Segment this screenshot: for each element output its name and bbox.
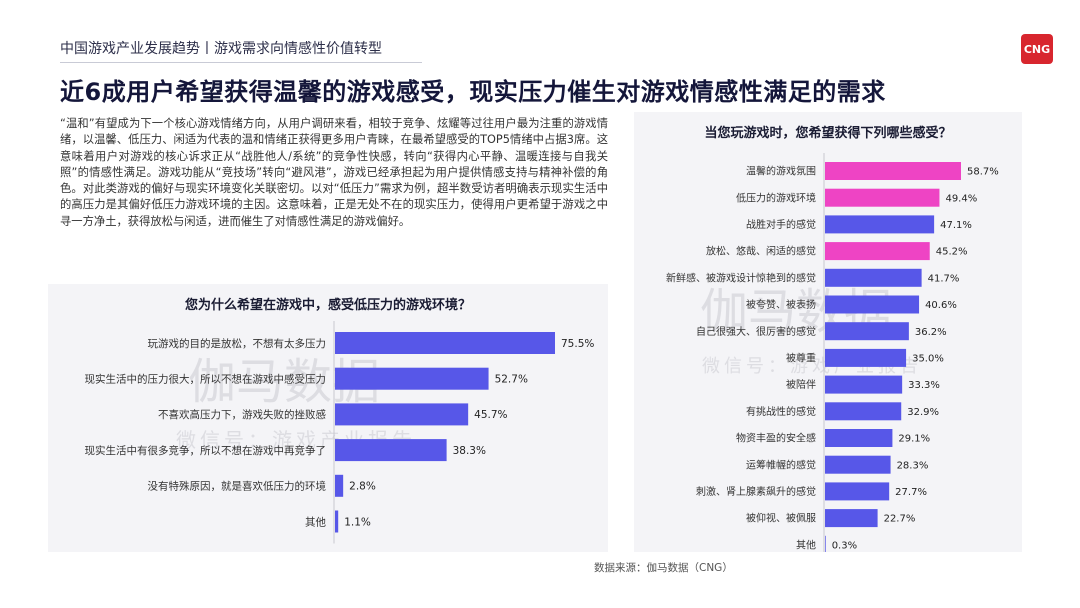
category-label: 现实生活中有很多竞争，所以不想在游戏中再竞争了 (85, 444, 327, 457)
category-label: 有挑战性的感觉 (746, 405, 816, 418)
page-title: 近6成用户希望获得温馨的游戏感受，现实压力催生对游戏情感性满足的需求 (60, 78, 886, 106)
cng-logo: CNG (1021, 34, 1053, 64)
bar (335, 403, 469, 426)
value-label: 32.9% (907, 407, 939, 418)
bar (825, 402, 902, 421)
category-label: 其他 (305, 515, 326, 528)
bar (825, 509, 878, 528)
value-label: 27.7% (895, 487, 927, 498)
category-label: 物资丰盈的安全感 (736, 432, 816, 445)
bar (825, 535, 826, 552)
value-label: 22.7% (884, 514, 916, 525)
left-chart-title: 您为什么希望在游戏中，感受低压力的游戏环境？ (184, 298, 471, 313)
bar (825, 242, 930, 261)
value-label: 0.3% (832, 540, 857, 551)
bar (825, 455, 891, 474)
value-label: 40.6% (925, 300, 957, 311)
bar (825, 188, 940, 207)
right-chart-title: 当您玩游戏时，您希望获得下列哪些感受？ (704, 126, 952, 141)
category-label: 玩游戏的目的是放松，不想有太多压力 (148, 337, 327, 350)
right-bar-chart: 温馨的游戏氛围 58.7% 低压力的游戏环境 49.4% 战胜对手的感觉 47.1% 放松、… (666, 153, 999, 552)
category-label: 不喜欢高压力下，游戏失败的挫败感 (158, 408, 326, 421)
category-label: 其他 (796, 538, 816, 551)
report-subtitle: 中国游戏产业发展趋势丨游戏需求向情感性价值转型 (60, 41, 382, 57)
bar (825, 268, 922, 287)
category-label: 运筹帷幄的感觉 (746, 458, 816, 471)
bar (825, 375, 903, 394)
value-label: 41.7% (928, 273, 960, 284)
low-pressure-reasons-panel: 您为什么希望在游戏中，感受低压力的游戏环境？ 伽马数据 微信号：游戏产业报告 玩… (48, 284, 608, 552)
bar (825, 482, 890, 501)
bar (335, 332, 555, 354)
intro-paragraph: “温和”有望成为下一个核心游戏情绪方向，从用户调研来看，相较于竞争、炫耀等过往用… (60, 117, 608, 228)
value-label: 29.1% (898, 434, 930, 445)
value-label: 35.0% (912, 354, 944, 365)
category-label: 新鲜感、被游戏设计惊艳到的感觉 (666, 271, 816, 284)
value-label: 75.5% (561, 338, 594, 350)
category-label: 温馨的游戏氛围 (746, 165, 816, 178)
value-label: 1.1% (344, 516, 371, 528)
category-label: 刺激、肾上腺素飙升的感觉 (696, 485, 816, 498)
category-label: 放松、悠哉、闲适的感觉 (706, 245, 816, 258)
value-label: 49.4% (945, 193, 977, 204)
bar (825, 348, 907, 367)
value-label: 52.7% (495, 373, 528, 385)
bar (335, 474, 344, 497)
category-label: 被夸赞、被表扬 (746, 298, 816, 311)
category-label: 被仰视、被佩服 (746, 512, 816, 525)
left-bar-chart: 玩游戏的目的是放松，不想有太多压力 75.5% 现实生活中的压力很大，所以不想在游戏… (85, 321, 594, 544)
value-label: 33.3% (908, 380, 940, 391)
bar (335, 439, 447, 462)
bar (825, 295, 920, 314)
category-label: 没有特殊原因，就是喜欢低压力的环境 (148, 480, 327, 493)
bar (825, 162, 961, 180)
value-label: 2.8% (349, 481, 376, 493)
category-label: 现实生活中的压力很大，所以不想在游戏中感受压力 (85, 372, 327, 385)
category-label: 自己很强大、很厉害的感觉 (696, 325, 816, 338)
category-label: 低压力的游戏环境 (736, 191, 816, 204)
category-label: 被尊重 (786, 352, 816, 365)
desired-feelings-panel: 当您玩游戏时，您希望获得下列哪些感受？ 伽马数据 微信号：游戏产业报告 温馨的游… (634, 112, 1022, 552)
value-label: 36.2% (915, 327, 947, 338)
value-label: 28.3% (897, 460, 929, 471)
bar (825, 429, 893, 447)
value-label: 38.3% (453, 445, 486, 457)
bar (825, 322, 909, 341)
value-label: 45.7% (474, 409, 507, 421)
data-source: 数据来源：伽马数据（CNG） (594, 562, 733, 574)
value-label: 58.7% (967, 167, 999, 178)
subtitle-divider (60, 62, 422, 63)
value-label: 47.1% (940, 220, 972, 231)
category-label: 战胜对手的感觉 (746, 218, 816, 231)
category-label: 被陪伴 (786, 378, 816, 391)
bar (825, 215, 935, 234)
value-label: 45.2% (936, 247, 968, 258)
bar (335, 510, 339, 533)
bar (335, 367, 489, 390)
